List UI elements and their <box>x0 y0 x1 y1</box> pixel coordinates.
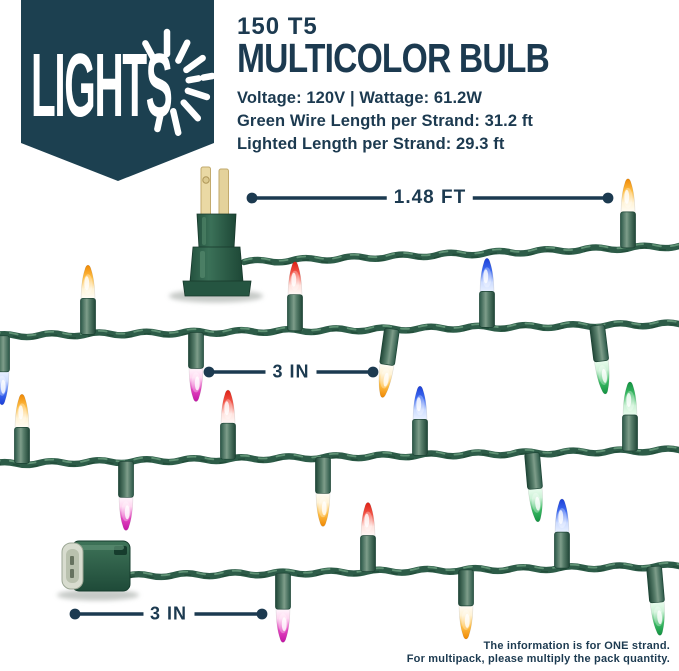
bulb-socket <box>458 569 474 607</box>
light-bulb-amber <box>458 569 474 640</box>
light-bulb-pink <box>118 460 134 531</box>
light-bulb-amber <box>620 178 636 249</box>
light-bulb-amber <box>378 327 400 398</box>
light-bulb-red <box>360 502 376 572</box>
brand-logo-text: LIGHTS <box>31 36 173 136</box>
bulb-socket <box>80 297 96 335</box>
disclaimer-line2: For multipack, please multiply the pack … <box>406 653 670 665</box>
light-bulb-amber <box>80 264 96 335</box>
spec-lighted-length: Lighted Length per Strand: 29.3 ft <box>237 135 505 153</box>
light-bulb-amber <box>14 393 30 464</box>
light-bulb-blue <box>0 335 10 406</box>
measurement-dot <box>602 192 614 204</box>
wire-strand <box>0 445 679 469</box>
end-connector <box>57 540 139 601</box>
bulb-socket <box>14 427 30 464</box>
bulb-socket <box>360 535 376 572</box>
plug-prong <box>200 166 211 218</box>
wire-strand <box>0 319 679 341</box>
bulb-socket <box>275 572 291 610</box>
product-title-line1: 150 T5 <box>237 13 318 40</box>
bulb-socket <box>622 414 638 452</box>
measurement-label: 1.48 FT <box>386 187 474 209</box>
spec-voltage-wattage: Voltage: 120V | Wattage: 61.2W <box>237 89 483 107</box>
light-bulb-green <box>524 452 543 523</box>
light-bulb-green <box>646 565 665 636</box>
measurement-dot <box>256 608 268 620</box>
wire-strand <box>122 561 679 581</box>
bulb-socket <box>524 452 543 490</box>
light-bulb-amber <box>315 456 331 527</box>
power-plug <box>169 166 263 303</box>
light-bulb-pink <box>275 572 291 643</box>
bulb-socket <box>620 211 636 249</box>
measurement-dot <box>246 192 258 204</box>
measurement-dot <box>367 366 379 378</box>
light-bulb-pink <box>188 332 204 402</box>
light-bulb-blue <box>554 498 570 569</box>
bulb-socket <box>0 335 10 373</box>
product-title-line2: MULTICOLOR BULB <box>237 35 550 81</box>
product-header: 150 T5 MULTICOLOR BULB Voltage: 120V | W… <box>237 13 618 156</box>
disclaimer-note: The information is for ONE strand. For m… <box>407 640 670 666</box>
bulb-socket <box>479 291 495 328</box>
disclaimer-line1: The information is for ONE strand. <box>483 640 670 652</box>
bulb-socket <box>118 460 134 498</box>
bulb-socket <box>287 294 303 332</box>
sunburst-rays-icon <box>142 28 216 136</box>
product-specs: Voltage: 120V | Wattage: 61.2W Green Wir… <box>237 87 618 156</box>
bulb-socket <box>554 531 570 569</box>
wire-strand <box>240 242 679 266</box>
bulb-socket <box>379 327 400 366</box>
light-bulb-green <box>589 324 610 395</box>
plug-prong <box>218 168 229 218</box>
spec-green-wire-length: Green Wire Length per Strand: 31.2 ft <box>237 112 534 130</box>
measurement-label: 3 IN <box>142 603 195 625</box>
light-bulb-blue <box>479 257 495 328</box>
light-bulb-red <box>287 261 303 332</box>
measurement-label: 3 IN <box>265 361 317 383</box>
bulb-socket <box>646 565 665 604</box>
measurement-dot <box>203 366 215 378</box>
light-bulb-red <box>220 389 236 460</box>
bulb-socket <box>315 456 331 494</box>
bulb-socket <box>188 332 204 369</box>
bulb-socket <box>412 418 428 456</box>
light-bulb-green <box>622 381 638 452</box>
light-bulb-blue <box>412 385 428 456</box>
bulb-socket <box>589 324 609 363</box>
bulb-socket <box>220 422 236 460</box>
measurement-dot <box>69 608 81 620</box>
